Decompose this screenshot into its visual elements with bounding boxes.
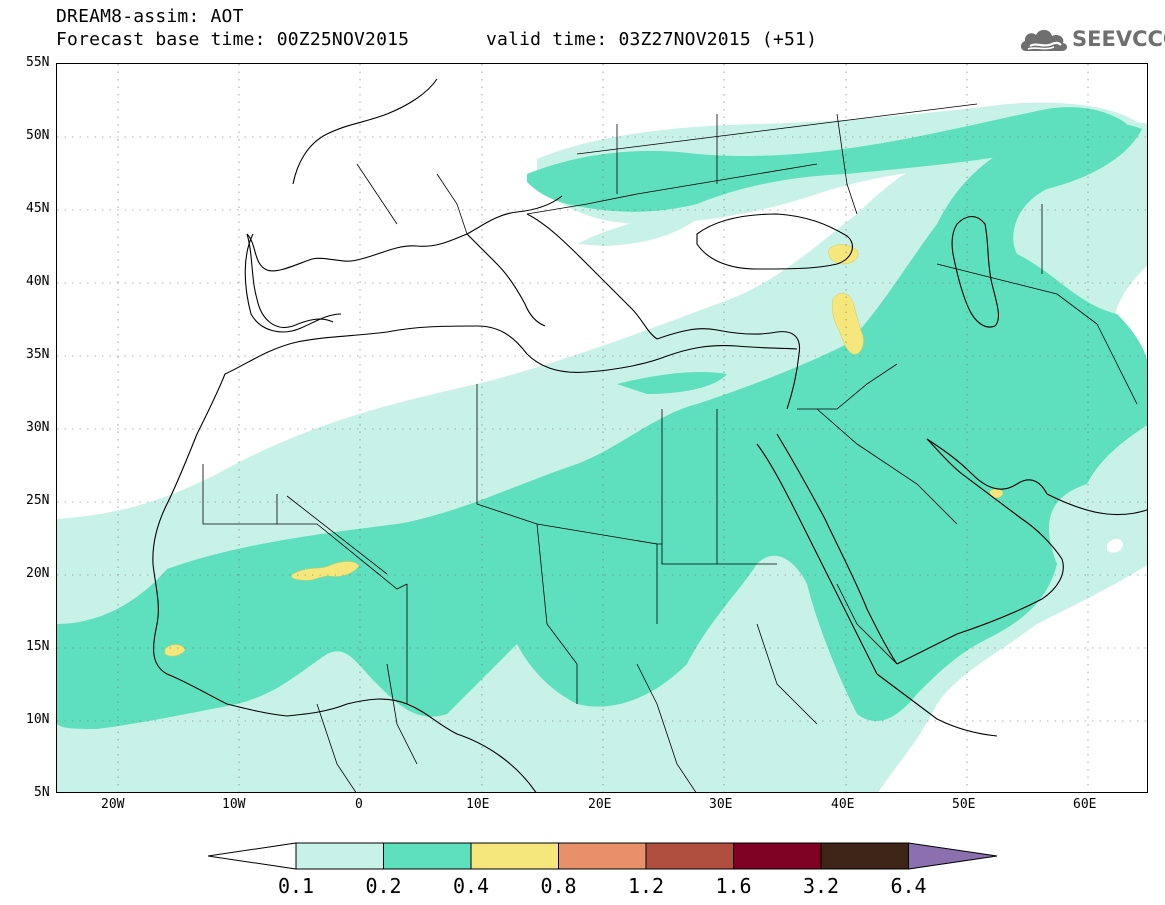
coastlines [152,78,1147,792]
lon-label-20w: 20W [101,797,125,812]
clear-areas [637,239,1123,553]
colorbar-swatch-2 [470,842,559,870]
lat-label-55n: 55N [26,55,50,70]
lon-label-10w: 10W [222,797,246,812]
colorbar-label-4: 1.2 [627,874,665,898]
logo-text: SEEVCCC [1072,27,1165,51]
contour-0-2 [57,107,1147,729]
valid-time: valid time: 03Z27NOV2015 (+51) [486,29,818,50]
lon-label-20e: 20E [588,797,612,812]
colorbar-label-1: 0.2 [365,874,402,898]
forecast-base-time: Forecast base time: 00Z25NOV2015 [56,29,410,50]
lat-label-25n: 25N [26,493,50,508]
lat-label-30n: 30N [26,420,50,435]
map-title: DREAM8-assim: AOT [56,6,244,27]
colorbar-under-arrow [208,842,297,870]
lon-label-10e: 10E [466,797,490,812]
colorbar-label-6: 3.2 [802,874,840,898]
map-panel [56,63,1148,793]
lat-label-5n: 5N [34,785,50,800]
lat-label-10n: 10N [26,712,50,727]
lat-label-15n: 15N [26,639,50,654]
colorbar-label-0: 0.1 [277,874,315,898]
cloud-icon [1020,29,1068,51]
seevccc-logo: SEEVCCC [1018,25,1165,55]
colorbar-swatch-6 [820,842,909,870]
lat-label-35n: 35N [26,347,50,362]
lon-label-40e: 40E [831,797,855,812]
lon-label-0: 0 [355,797,363,812]
colorbar-swatch-1 [383,842,472,870]
colorbar-label-2: 0.4 [452,874,490,898]
aot-map [57,64,1147,792]
colorbar-over-arrow [908,842,998,870]
lon-label-60e: 60E [1073,797,1097,812]
colorbar-label-3: 0.8 [540,874,577,898]
lat-label-45n: 45N [26,201,50,216]
country-borders [202,103,1138,792]
colorbar-label-7: 6.4 [890,874,927,898]
colorbar-swatch-3 [558,842,647,870]
colorbar-swatch-4 [645,842,734,870]
colorbar-swatch-0 [295,842,384,870]
lat-label-40n: 40N [26,274,50,289]
contour-0-4 [164,244,1004,657]
lat-label-20n: 20N [26,566,50,581]
colorbar-label-5: 1.6 [715,874,752,898]
colorbar-swatch-5 [733,842,822,870]
gridlines [57,64,1147,792]
lon-label-50e: 50E [952,797,976,812]
lat-label-50n: 50N [26,128,50,143]
colorbar [208,842,998,870]
lon-label-30e: 30E [709,797,733,812]
